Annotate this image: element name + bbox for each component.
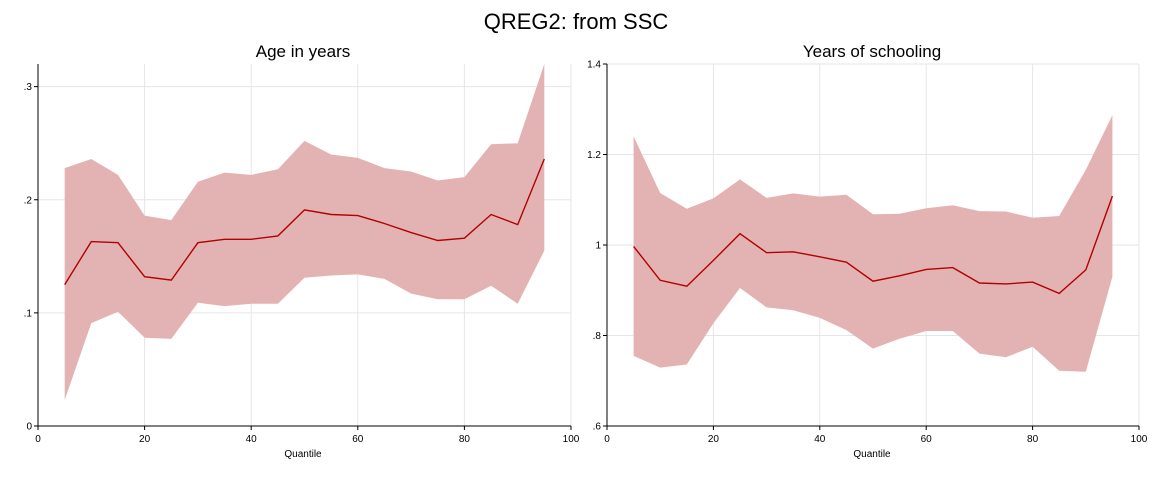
x-tick-label-age-5: 100 xyxy=(563,434,580,445)
y-tick-label-schooling-0: .6 xyxy=(593,422,602,433)
y-tick-label-age-1: .1 xyxy=(24,308,33,319)
estimate-point-age-9 xyxy=(303,209,305,211)
estimate-point-age-13 xyxy=(410,231,412,233)
estimate-point-schooling-9 xyxy=(872,280,874,282)
estimate-point-age-1 xyxy=(90,240,92,242)
estimate-point-schooling-14 xyxy=(1005,283,1007,285)
y-tick-label-schooling-1: .8 xyxy=(593,331,602,342)
x-tick-label-schooling-0: 0 xyxy=(604,434,610,445)
x-tick-label-age-3: 60 xyxy=(352,434,364,445)
x-tick-label-schooling-1: 20 xyxy=(708,434,720,445)
estimate-point-age-5 xyxy=(197,242,199,244)
estimate-point-schooling-8 xyxy=(845,261,847,263)
estimate-point-schooling-17 xyxy=(1085,269,1087,271)
y-tick-label-schooling-3: 1.2 xyxy=(587,150,601,161)
panel-schooling: Years of schooling .6 .8 1 1.2 1.4 0 20 40 60 80 1… xyxy=(587,42,1148,460)
x-axis-label-age: Quantile xyxy=(284,449,322,460)
confidence-band-age xyxy=(64,64,545,400)
y-tick-label-age-3: .3 xyxy=(24,82,33,93)
x-axis-label-schooling: Quantile xyxy=(853,449,891,460)
estimate-point-age-7 xyxy=(250,238,252,240)
estimate-point-schooling-3 xyxy=(712,259,714,261)
estimate-point-age-8 xyxy=(277,235,279,237)
estimate-point-schooling-15 xyxy=(1031,281,1033,283)
y-tick-label-schooling-4: 1.4 xyxy=(587,60,601,71)
estimate-point-age-16 xyxy=(490,213,492,215)
figure-title: QREG2: from SSC xyxy=(484,9,669,34)
x-tick-label-schooling-2: 40 xyxy=(814,434,826,445)
estimate-point-age-11 xyxy=(357,214,359,216)
x-tick-label-age-4: 80 xyxy=(459,434,471,445)
estimate-point-age-2 xyxy=(117,242,119,244)
estimate-point-schooling-0 xyxy=(632,245,634,247)
estimate-point-age-4 xyxy=(170,279,172,281)
estimate-point-age-18 xyxy=(543,158,545,160)
panel-title-age: Age in years xyxy=(256,42,351,61)
x-tick-label-age-2: 40 xyxy=(246,434,258,445)
panel-title-schooling: Years of schooling xyxy=(803,42,941,61)
estimate-point-schooling-18 xyxy=(1111,195,1113,197)
estimate-point-schooling-10 xyxy=(898,275,900,277)
x-tick-label-schooling-3: 60 xyxy=(921,434,933,445)
y-tick-label-age-2: .2 xyxy=(24,195,33,206)
estimate-point-schooling-7 xyxy=(819,256,821,258)
estimate-point-schooling-13 xyxy=(978,282,980,284)
panel-age: Age in years 0 .1 .2 .3 0 20 40 60 80 100 Quantil… xyxy=(24,42,580,460)
y-tick-label-age-0: 0 xyxy=(26,422,32,433)
ticks-schooling: .6 .8 1 1.2 1.4 0 20 40 60 80 100 xyxy=(587,60,1148,446)
estimate-point-age-0 xyxy=(63,283,65,285)
axes-age xyxy=(37,64,571,427)
y-tick-label-schooling-2: 1 xyxy=(595,241,601,252)
estimate-point-age-15 xyxy=(463,237,465,239)
estimate-point-age-6 xyxy=(223,238,225,240)
estimate-point-schooling-1 xyxy=(659,279,661,281)
estimate-line-schooling xyxy=(633,195,1114,295)
confidence-band-schooling xyxy=(633,115,1113,372)
estimate-point-age-3 xyxy=(143,275,145,277)
x-tick-label-age-0: 0 xyxy=(35,434,41,445)
estimate-point-schooling-6 xyxy=(792,251,794,253)
x-tick-label-schooling-4: 80 xyxy=(1027,434,1039,445)
estimate-point-schooling-12 xyxy=(952,266,954,268)
estimate-point-age-10 xyxy=(330,213,332,215)
estimate-point-schooling-2 xyxy=(686,285,688,287)
estimate-point-schooling-16 xyxy=(1058,292,1060,294)
estimate-point-age-14 xyxy=(437,239,439,241)
estimate-point-schooling-5 xyxy=(765,251,767,253)
estimate-line-age xyxy=(64,158,545,285)
x-tick-label-schooling-5: 100 xyxy=(1131,434,1148,445)
ticks-age: 0 .1 .2 .3 0 20 40 60 80 100 xyxy=(24,82,580,445)
estimate-point-age-12 xyxy=(383,222,385,224)
x-tick-label-age-1: 20 xyxy=(139,434,151,445)
estimate-point-schooling-4 xyxy=(739,232,741,234)
estimate-point-age-17 xyxy=(517,223,519,225)
estimate-point-schooling-11 xyxy=(925,268,927,270)
